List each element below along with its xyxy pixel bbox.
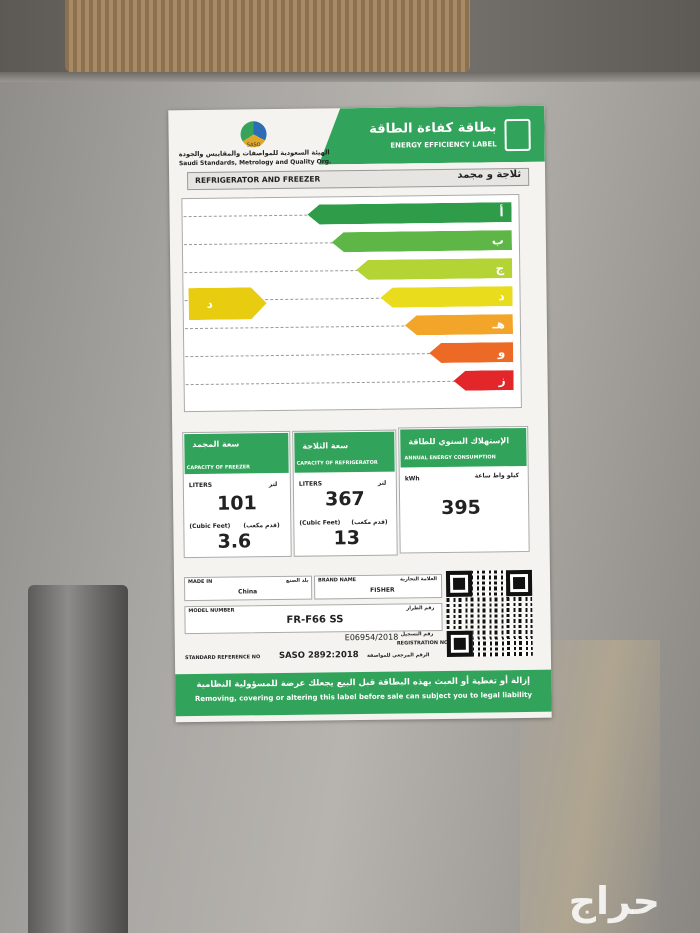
brand-value: FISHER xyxy=(370,586,395,594)
registration-en: REGISTRATION NO xyxy=(396,639,449,647)
fridge-unit-ar: لتر xyxy=(377,479,387,487)
watermark: حراج xyxy=(568,879,660,923)
model-value: FR-F66 SS xyxy=(286,614,344,626)
logo-text: SASO xyxy=(246,142,261,149)
energy-unit-en: kWh xyxy=(404,475,420,483)
qr-finder xyxy=(505,569,533,597)
made-in-value: China xyxy=(238,588,258,596)
qr-finder xyxy=(445,570,473,597)
class-arrow: هـ xyxy=(405,314,513,335)
title-en: ENERGY EFFICIENCY LABEL xyxy=(390,140,497,150)
class-arrow: د xyxy=(380,286,512,308)
fridge-handle xyxy=(28,585,128,933)
class-arrow: ب xyxy=(332,230,512,252)
footer-band: إزالة أو تغطية أو العبث بهذه البطاقة قبل… xyxy=(175,669,552,717)
freezer-unit-en: LITERS xyxy=(188,481,213,490)
brand-label: BRAND NAME xyxy=(317,577,357,584)
energy-label: بطاقة كفاءة الطاقة ENERGY EFFICIENCY LAB… xyxy=(168,105,552,723)
model-label: MODEL NUMBER xyxy=(188,607,235,615)
made-in-label-ar: بلد الصنع xyxy=(285,577,309,584)
fridge-cubic: 13 xyxy=(333,527,361,550)
fridge-cubic-ar: (قدم مكعب) xyxy=(351,518,388,527)
org-ar: الهيئة السعودية للمواصفات والمقاييس والج… xyxy=(178,148,330,159)
rating-arrow: د xyxy=(188,287,266,320)
energy-title-en: ANNUAL ENERGY CONSUMPTION xyxy=(404,454,496,462)
freezer-title-en: CAPACITY OF FREEZER xyxy=(186,464,250,472)
org-en: Saudi Standards, Metrology and Quality O… xyxy=(178,158,332,168)
standard-value: SASO 2892:2018 xyxy=(278,650,359,662)
fridge-title-en: CAPACITY OF REFRIGERATOR xyxy=(296,459,378,467)
footer-ar: إزالة أو تغطية أو العبث بهذه البطاقة قبل… xyxy=(196,675,531,691)
registration-ar: رقم التسجيل xyxy=(400,631,434,638)
freezer-cubic-ar: (قدم مكعب) xyxy=(243,521,280,530)
model-label-ar: رقم الطراز xyxy=(406,605,435,612)
fridge-edge xyxy=(0,72,700,82)
energy-unit-ar: كيلو واط ساعة xyxy=(474,472,520,480)
made-in-label: MADE IN xyxy=(188,578,213,586)
product-ar: ثلاجة و مجمد xyxy=(457,169,522,181)
title-ar: بطاقة كفاءة الطاقة xyxy=(369,120,497,137)
registration-value: E06954/2018 xyxy=(344,632,399,643)
freezer-title-ar: سعة المجمد xyxy=(192,439,240,450)
freezer-liters: 101 xyxy=(216,492,257,515)
fridge-cubic-en: (Cubic Feet) xyxy=(299,519,341,527)
product-en: REFRIGERATOR AND FREEZER xyxy=(195,174,321,185)
fridge-unit-en: LITERS xyxy=(298,480,323,488)
standard-label: STANDARD REFERENCE NO xyxy=(184,654,261,662)
class-arrow: أ xyxy=(307,202,511,224)
freezer-unit-ar: لتر xyxy=(268,481,278,489)
fridge-icon xyxy=(504,118,531,152)
class-arrow: ج xyxy=(356,258,512,280)
fridge-liters: 367 xyxy=(324,487,365,511)
fridge-title-ar: سعة الثلاجة xyxy=(302,441,349,451)
energy-value: 395 xyxy=(441,496,481,520)
standard-label-ar: الرقم المرجعي للمواصفة xyxy=(366,652,430,659)
qr-finder xyxy=(446,630,473,657)
freezer-cubic-en: (Cubic Feet) xyxy=(189,522,231,531)
energy-head xyxy=(400,427,527,468)
brand-label-ar: العلامة التجارية xyxy=(399,576,438,583)
basket xyxy=(65,0,470,72)
freezer-cubic: 3.6 xyxy=(217,530,252,553)
energy-title-ar: الإستهلاك السنوي للطاقة xyxy=(408,436,510,447)
class-arrow: و xyxy=(429,342,513,363)
footer-en: Removing, covering or altering this labe… xyxy=(194,690,533,704)
